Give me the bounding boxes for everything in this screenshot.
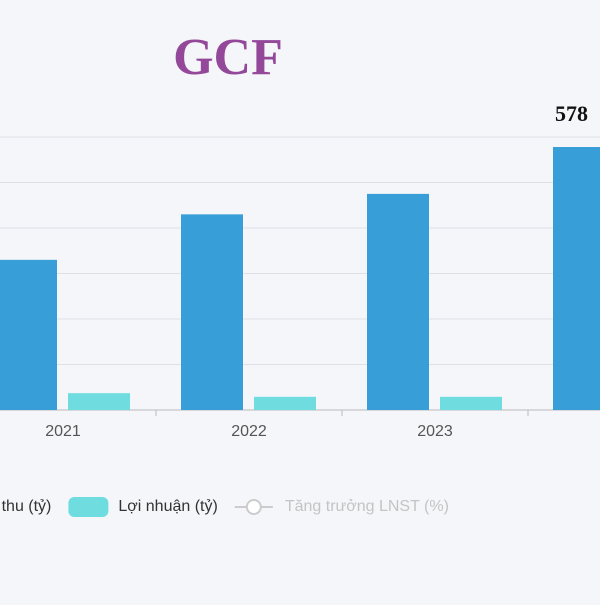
legend-swatch bbox=[68, 497, 109, 517]
x-tick-label: 2022 bbox=[231, 423, 267, 440]
legend-label: Lợi nhuận (tỷ) bbox=[118, 498, 217, 515]
bar bbox=[0, 259, 57, 410]
data-label: 578 bbox=[555, 101, 588, 126]
bar bbox=[254, 396, 316, 410]
legend-label: Tăng trưởng LNST (%) bbox=[285, 498, 449, 515]
bar bbox=[68, 393, 130, 410]
legend-label: Doanh thu (tỷ) bbox=[0, 498, 51, 515]
chart-title: GCF bbox=[173, 29, 283, 86]
bar bbox=[553, 147, 600, 410]
legend-marker bbox=[245, 499, 262, 515]
bar bbox=[440, 396, 502, 410]
bar bbox=[367, 193, 429, 410]
x-tick-label: 2021 bbox=[45, 423, 81, 440]
bar bbox=[181, 214, 243, 410]
x-tick-label: 2023 bbox=[417, 423, 453, 440]
